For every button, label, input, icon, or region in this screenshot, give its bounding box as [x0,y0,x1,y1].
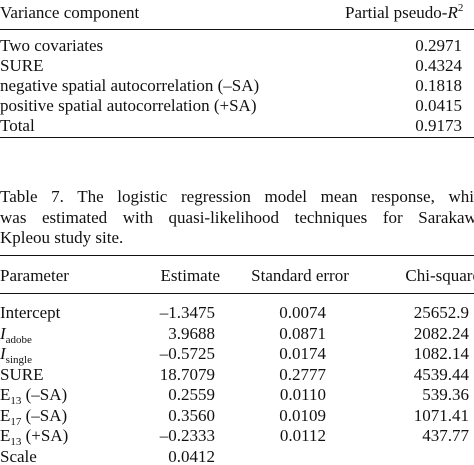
table7-param-subscript: 13 [10,395,22,407]
table7-row-estimate: 0.3560 [168,405,215,425]
table7-row-chisq: 2082.24 [413,323,469,343]
table7-row-stderr: 0.0112 [279,426,326,445]
table6-bottom-rule [0,137,474,138]
table7-header-chisq: Chi-square [405,266,474,285]
table7-caption-line: Table 7. The logistic regression model m… [0,187,474,206]
table7-caption: Table 7. The logistic regression model m… [0,187,474,249]
table6-header-component: Variance component [0,3,140,22]
table7-row-chisq: 1082.14 [413,344,469,363]
table6-header-rule [0,29,474,30]
table7-param-symbol: I [0,344,6,363]
table6-row-label: negative spatial autocorrelation (–SA) [0,76,260,95]
table7-param-subscript: 13 [10,436,22,448]
table7-row-chisq: 25652.9 [413,303,469,322]
table7-row-stderr: 0.0871 [279,323,326,343]
table6-header-partial-var: R [447,3,458,22]
table6-row-value: 0.9173 [415,116,462,135]
table7-row-parameter: E13 (–SA) [0,385,68,407]
table7-param-subscript: 17 [10,415,22,428]
table6-header-partial-sup: 2 [457,2,464,14]
table6-header-partial-text: Partial pseudo- [345,3,448,22]
table7-row-parameter: SURE [0,365,43,385]
table7-param-text: Scale [0,446,37,465]
table7-param-text: Intercept [0,303,61,322]
table7-row-parameter: Iadobe [0,323,32,346]
table7-param-text: E [0,405,11,425]
table7-row-estimate: –1.3475 [159,303,215,322]
table7-row-stderr: 0.0109 [279,405,326,425]
table7-param-text: E [0,426,11,445]
table6-row-label: SURE [0,56,44,75]
table6-row-label: positive spatial autocorrelation (+SA) [0,96,257,115]
table7-param-suffix: (+SA) [21,426,69,445]
table7-row-parameter: E13 (+SA) [0,426,69,448]
table7-param-symbol: I [0,323,6,343]
table7-row-estimate: 0.2559 [168,385,215,404]
table7-param-text: E [0,385,11,404]
table7-param-subscript: single [5,354,32,366]
table7-header-estimate: Estimate [160,266,220,285]
table7-row-chisq: 539.36 [422,385,469,404]
table7-param-subscript: adobe [5,333,32,346]
table7-caption-line: was estimated with quasi-likelihood tech… [0,207,474,227]
table7-row-chisq: 1071.41 [413,405,469,425]
table6-row-value: 0.4324 [415,56,462,75]
table6-row-label: Total [0,116,35,135]
table6-row-value: 0.2971 [415,36,462,55]
table7-param-suffix: (–SA) [21,405,68,425]
table7-row-chisq: 437.77 [422,426,469,445]
table6-row-value: 0.0415 [415,96,462,115]
table7-row-estimate: –0.5725 [159,344,215,363]
table7-row-stderr: 0.0074 [279,303,326,322]
table7-row-stderr: 0.2777 [279,364,326,384]
table7-top-rule [0,255,474,256]
table7-row-estimate: 3.9688 [168,323,215,343]
table7-row-parameter: E17 (–SA) [0,405,68,428]
table7-row-stderr: 0.0110 [279,385,326,404]
table7-row-stderr: 0.0174 [279,344,326,363]
table6-row-label: Two covariates [0,36,104,55]
table7-row-estimate: 18.7079 [159,364,215,384]
table7-header-parameter: Parameter [0,266,69,285]
table7-header-rule [0,293,474,294]
table7-param-suffix: (–SA) [21,385,68,404]
table7-caption-line: Kpleou study site. [0,228,124,247]
table7-row-parameter: Isingle [0,344,32,366]
table7-row-parameter: Intercept [0,303,60,323]
table6-header-partial: Partial pseudo-R2 [345,3,463,23]
table7-row-parameter: Scale [0,447,37,465]
table6-row-value: 0.1818 [415,76,462,95]
table7-header-stderr: Standard error [251,266,349,285]
table7-param-text: SURE [0,364,44,384]
table7-row-chisq: 4539.44 [413,364,469,384]
table7-row-estimate: 0.0412 [168,446,215,465]
table7-row-estimate: –0.2333 [159,426,215,445]
